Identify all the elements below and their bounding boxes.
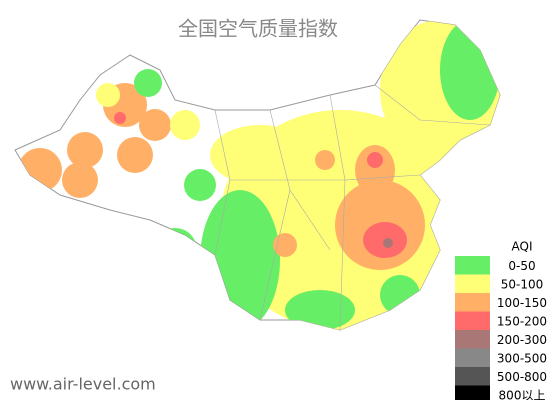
region <box>153 228 197 272</box>
legend-label: 0-50 <box>508 259 535 273</box>
region <box>315 150 335 170</box>
map <box>14 19 501 331</box>
legend-label: 150-200 <box>497 314 547 328</box>
legend-label: 800以上 <box>499 388 546 400</box>
region <box>285 290 355 330</box>
legend-label: 50-100 <box>501 277 544 291</box>
legend-label: 100-150 <box>497 296 547 310</box>
legend-label-bg <box>490 293 555 312</box>
region <box>114 112 126 124</box>
legend-label-bg <box>490 348 555 367</box>
region <box>273 233 297 257</box>
region <box>67 132 103 168</box>
region <box>440 20 500 120</box>
watermark: www.air-level.com <box>10 375 156 394</box>
legend-swatch <box>455 274 490 293</box>
aqi-regions <box>18 20 500 330</box>
region <box>380 275 420 315</box>
region <box>117 137 153 173</box>
region <box>134 69 162 97</box>
province-borders <box>214 84 491 331</box>
legend-swatch <box>455 367 490 386</box>
legend-swatch <box>455 311 490 330</box>
region <box>184 169 216 201</box>
legend-swatch <box>455 330 490 349</box>
region <box>383 238 393 248</box>
legend-label: 200-300 <box>497 333 547 347</box>
legend-swatch <box>455 293 490 312</box>
legend-swatch <box>455 256 490 275</box>
legend: AQI 0-50 50-100 100-150 150-200 200-300 300-5… <box>455 240 555 404</box>
legend-label-bg <box>490 256 555 275</box>
legend-label-bg <box>490 274 555 293</box>
legend-swatch <box>455 348 490 367</box>
region <box>355 145 395 195</box>
legend-swatch <box>455 385 490 404</box>
region <box>62 162 98 198</box>
legend-label-bg <box>490 311 555 330</box>
region <box>139 109 171 141</box>
legend-label: 300-500 <box>497 351 547 365</box>
legend-title: AQI <box>512 240 533 254</box>
legend-label-bg <box>490 367 555 386</box>
region <box>210 125 310 185</box>
title: 全国空气质量指数 <box>178 17 338 41</box>
region <box>200 190 280 330</box>
region <box>18 148 62 192</box>
region <box>367 152 383 168</box>
region <box>170 110 200 140</box>
legend-label-bg <box>490 330 555 349</box>
region <box>96 83 120 107</box>
legend-label: 500-800 <box>497 370 547 384</box>
legend-label-bg <box>490 385 555 404</box>
